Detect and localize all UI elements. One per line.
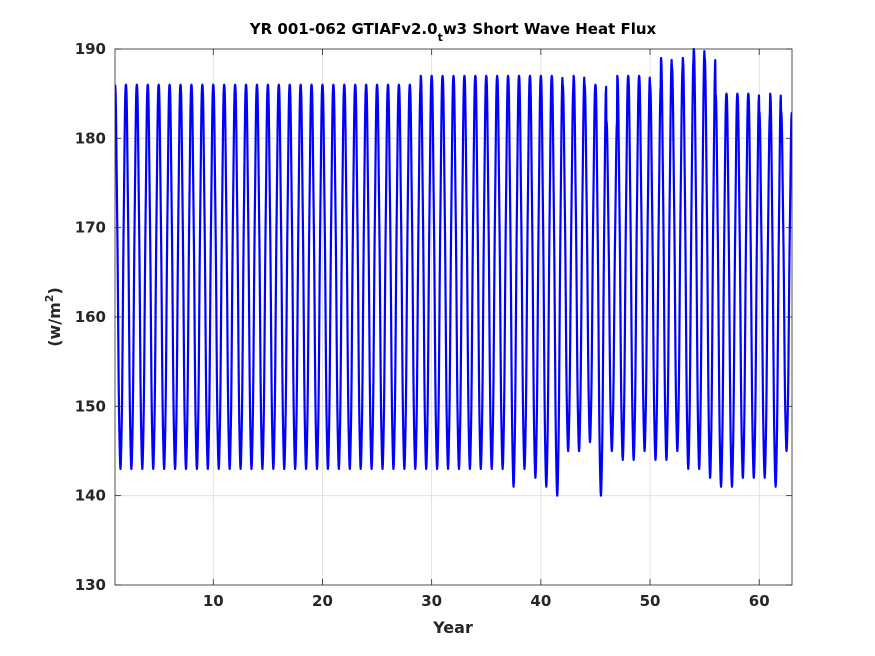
y-tick-label: 190 (75, 40, 106, 58)
y-axis-label: (w/m2) (43, 287, 64, 347)
y-tick-label: 130 (75, 576, 106, 594)
y-tick-label: 160 (75, 308, 106, 326)
y-tick-label: 170 (75, 219, 106, 237)
chart-title-subscript: t (438, 31, 443, 44)
x-tick-label: 60 (749, 592, 770, 610)
chart-title: YR 001-062 GTIAFv2.0tw3 Short Wave Heat … (249, 20, 657, 44)
chart-title-main: YR 001-062 GTIAFv2.0 (249, 20, 438, 38)
y-axis-label-main: (w/m (45, 302, 64, 347)
x-tick-label: 30 (421, 592, 442, 610)
x-tick-label: 10 (203, 592, 224, 610)
short-wave-heat-flux-line (115, 47, 792, 497)
x-tick-label: 40 (530, 592, 551, 610)
x-tick-label: 20 (312, 592, 333, 610)
chart-title-rest: w3 Short Wave Heat Flux (443, 20, 657, 38)
y-axis-label-rest: ) (45, 287, 64, 294)
x-tick-label: 50 (640, 592, 661, 610)
y-tick-label: 180 (75, 129, 106, 147)
x-axis-label: Year (432, 618, 473, 637)
y-tick-label: 150 (75, 397, 106, 415)
ticks: 10 20 30 40 50 60 130 140 150 160 170 180 190 (75, 40, 792, 610)
y-tick-label: 140 (75, 487, 106, 505)
series-layer (115, 47, 792, 497)
y-axis-label-superscript: 2 (43, 295, 56, 303)
